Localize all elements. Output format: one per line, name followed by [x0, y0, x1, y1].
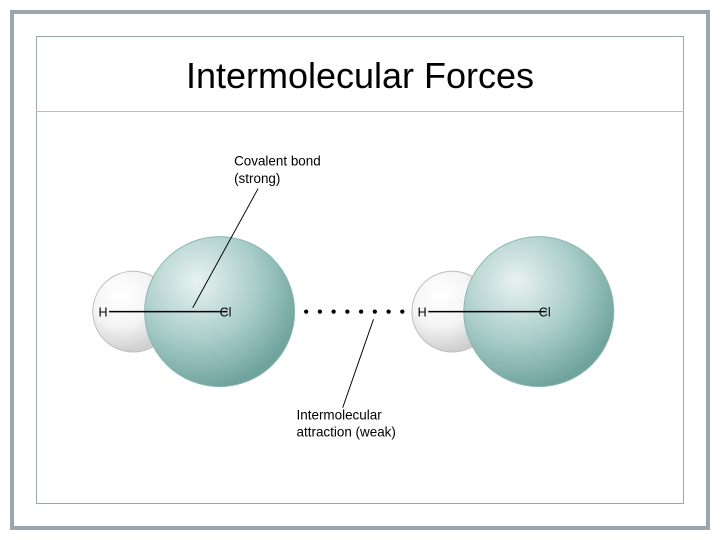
- intermolecular-label-sub: attraction (weak): [297, 425, 396, 440]
- intermolecular-dot: [304, 309, 308, 313]
- intermolecular-pointer-line: [343, 319, 374, 407]
- intermolecular-dot: [345, 309, 349, 313]
- page-title: Intermolecular Forces: [47, 55, 673, 97]
- atom-label-h: H: [99, 305, 108, 319]
- intermolecular-dot: [332, 309, 336, 313]
- outer-frame: Intermolecular Forces HClHClCo: [10, 10, 710, 530]
- intermolecular-dot: [359, 309, 363, 313]
- atom-label-h: H: [418, 305, 427, 319]
- molecule-diagram: H Cl H Cl Covalent bond (strong) Intermolecula…: [37, 112, 683, 492]
- covalent-bond-label: Covalent bond: [234, 153, 321, 168]
- title-area: Intermolecular Forces: [37, 37, 683, 111]
- atom-label-cl: Cl: [220, 305, 232, 319]
- covalent-bond-label-sub: (strong): [234, 171, 280, 186]
- diagram-area: H Cl H Cl Covalent bond (strong) Intermolecula…: [37, 112, 683, 492]
- inner-frame: Intermolecular Forces HClHClCo: [36, 36, 684, 504]
- atom-label-cl: Cl: [539, 305, 551, 319]
- intermolecular-dot: [318, 309, 322, 313]
- intermolecular-dot: [400, 309, 404, 313]
- intermolecular-dot: [373, 309, 377, 313]
- intermolecular-label: Intermolecular: [297, 407, 383, 422]
- intermolecular-dot: [386, 309, 390, 313]
